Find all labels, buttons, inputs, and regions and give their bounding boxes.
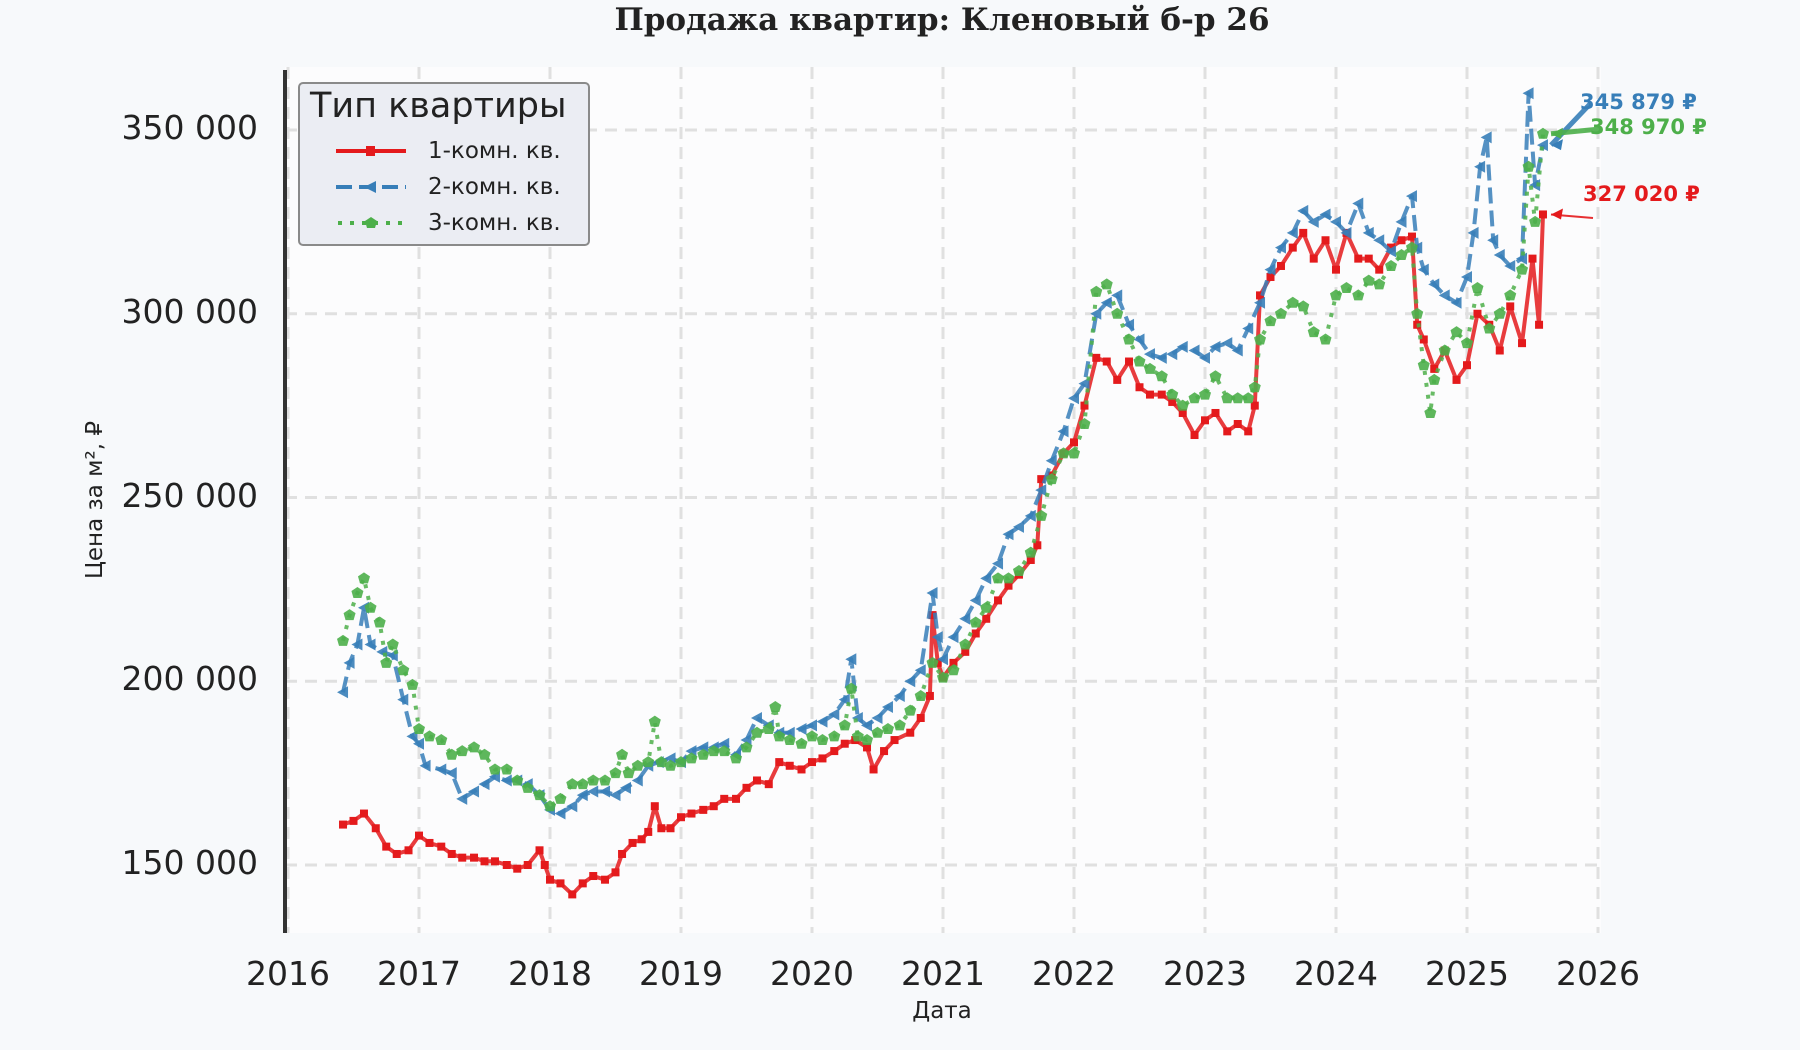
legend-item-3room: 3-комн. кв. bbox=[336, 208, 561, 238]
value-annotation: 345 879 ₽ bbox=[1580, 90, 1697, 114]
legend-label: 2-комн. кв. bbox=[428, 174, 561, 200]
series-group bbox=[337, 87, 1549, 899]
y-tick-label: 200 000 bbox=[121, 659, 258, 699]
x-tick-label: 2020 bbox=[770, 954, 854, 993]
x-tick-label: 2019 bbox=[639, 954, 723, 993]
legend-item-1room: 1-комн. кв. bbox=[336, 136, 561, 166]
y-tick-label: 250 000 bbox=[121, 475, 258, 515]
legend: Тип квартиры 1-комн. кв. 2-комн. кв. 3-к… bbox=[298, 82, 590, 246]
y-tick-label: 350 000 bbox=[121, 108, 258, 147]
legend-swatch-dashed-icon bbox=[336, 181, 406, 193]
legend-swatch-solid-icon bbox=[336, 146, 406, 156]
x-tick-label: 2025 bbox=[1425, 954, 1509, 993]
y-tick-label: 300 000 bbox=[121, 291, 258, 331]
x-tick-label: 2016 bbox=[246, 954, 330, 993]
x-tick-label: 2017 bbox=[377, 954, 461, 993]
x-axis-label: Дата bbox=[912, 998, 972, 1024]
value-annotation: 327 020 ₽ bbox=[1583, 182, 1700, 206]
x-tick-label: 2022 bbox=[1032, 954, 1116, 993]
gridlines bbox=[285, 67, 1601, 933]
legend-label: 3-комн. кв. bbox=[428, 210, 561, 236]
x-tick-label: 2021 bbox=[901, 954, 985, 993]
series-line bbox=[337, 127, 1549, 812]
x-tick-label: 2024 bbox=[1294, 954, 1378, 993]
y-axis-label: Цена за м², ₽ bbox=[82, 421, 108, 579]
legend-item-2room: 2-комн. кв. bbox=[336, 172, 561, 202]
x-tick-label: 2023 bbox=[1163, 954, 1247, 993]
x-tick-label: 2018 bbox=[508, 954, 592, 993]
legend-swatch-dotted-icon bbox=[338, 217, 406, 228]
value-annotation: 348 970 ₽ bbox=[1590, 115, 1707, 139]
annotation-arrows bbox=[1549, 102, 1601, 220]
y-tick-label: 150 000 bbox=[121, 843, 258, 882]
legend-label: 1-комн. кв. bbox=[428, 138, 561, 164]
x-tick-label: 2026 bbox=[1556, 954, 1640, 993]
legend-title: Тип квартиры bbox=[310, 86, 567, 126]
chart-title: Продажа квартир: Кленовый б-р 26 bbox=[614, 2, 1270, 38]
